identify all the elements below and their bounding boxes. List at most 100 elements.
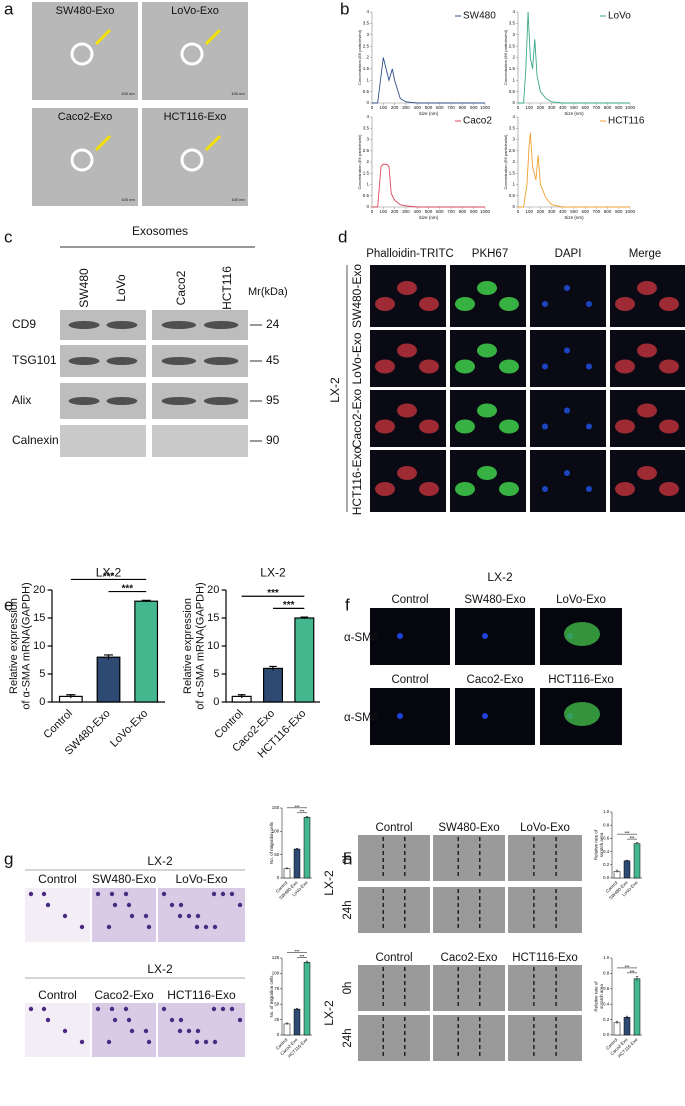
row-label: CD9 (12, 317, 36, 331)
error-bar (615, 869, 619, 873)
cell (143, 913, 149, 919)
significance-label: *** (103, 571, 115, 582)
error-bar (295, 848, 299, 850)
cell (659, 482, 679, 496)
bar (613, 1022, 621, 1036)
lane-label: LoVo (114, 274, 128, 302)
y-tick-label: 4 (366, 9, 369, 14)
y-axis-label: of α-SMA mRNA(GAPDH) (21, 582, 33, 709)
cell (123, 891, 129, 897)
y-tick-label: 1.0 (603, 955, 610, 960)
fluor-image (370, 608, 450, 665)
y-tick-label: 20 (33, 584, 45, 596)
x-tick-label: 800 (459, 105, 467, 110)
row-label: Caco2-Exo (350, 389, 364, 449)
band (203, 397, 239, 405)
cell (212, 1039, 218, 1045)
x-tick-label: 1000 (480, 105, 491, 110)
y-tick-label: 1.5 (509, 170, 516, 175)
y-tick-label: 15 (33, 612, 45, 624)
x-tick-label: 1000 (625, 105, 636, 110)
tem-image (142, 2, 248, 100)
y-tick-label: 150 (272, 805, 280, 810)
y-tick-label: 125 (272, 955, 280, 960)
cell (586, 486, 592, 492)
x-tick-label: 700 (447, 209, 455, 214)
cell (499, 419, 519, 434)
cell (169, 1017, 175, 1023)
y-tick-label: 0.6 (603, 836, 610, 841)
row-label: SW480-Exo (350, 264, 364, 328)
title: LX-2 (147, 962, 173, 976)
x-tick-label: 700 (447, 105, 455, 110)
y-tick-label: 0 (366, 204, 369, 209)
y-tick-label: 3.5 (363, 125, 370, 130)
y-tick-label: 0 (366, 100, 369, 105)
scratch-image (433, 887, 505, 933)
y-axis-label: Relative expression (182, 598, 194, 694)
cell (28, 891, 34, 897)
arrow (94, 134, 112, 152)
y-tick-label: 0.5 (509, 89, 516, 94)
transwell-image (25, 888, 90, 942)
cell (499, 359, 519, 374)
y-tick-label: 2 (366, 159, 369, 164)
cell (143, 1028, 149, 1034)
cell (79, 924, 85, 930)
fluor-image (610, 330, 685, 387)
cell (126, 1017, 132, 1023)
y-tick-label: 100 (272, 971, 280, 976)
y-tick-label: 0.5 (509, 193, 516, 198)
x-tick-label: 500 (570, 105, 578, 110)
y-axis-label: No. of migration cells (269, 975, 274, 1018)
fluor-image (530, 330, 606, 387)
x-axis-label: Size (nm) (419, 111, 439, 116)
significance-label: *** (625, 830, 630, 835)
x-tick-label: 700 (593, 209, 601, 214)
scratch-image (358, 835, 430, 881)
fluor-image (370, 688, 450, 745)
column-header: Caco2-Exo (441, 952, 498, 964)
mr-label: 45 (266, 353, 280, 367)
significance-label: *** (122, 583, 134, 594)
error-bar (237, 694, 246, 699)
cell (229, 1006, 235, 1012)
cell (375, 359, 395, 374)
cell (586, 363, 592, 370)
cell (169, 902, 175, 908)
panel-letter: b (340, 0, 349, 18)
cell (615, 482, 635, 496)
scale-label: 100 nm (121, 91, 135, 96)
nucleus (482, 713, 488, 719)
cell (178, 902, 184, 908)
x-tick-label: 1000 (480, 209, 491, 214)
y-tick-label: 1 (366, 182, 369, 187)
significance-label: *** (625, 964, 630, 969)
time-label: 24h (342, 1028, 354, 1047)
cell (79, 1039, 85, 1045)
panel-letter: c (4, 227, 13, 246)
y-tick-label: 0 (277, 1032, 280, 1037)
scale-label: 100 nm (231, 197, 245, 202)
band (203, 321, 239, 329)
significance-label: *** (300, 953, 305, 958)
y-tick-label: 5 (39, 668, 45, 680)
error-bar (300, 616, 309, 619)
bar (263, 667, 284, 703)
x-tick-label: 600 (581, 209, 589, 214)
vesicle (180, 148, 204, 172)
cell (499, 297, 519, 311)
cell (109, 1006, 115, 1012)
y-axis-label: Concentration (E6 particles/ml) (503, 29, 508, 85)
x-tick-label: 200 (391, 105, 399, 110)
y-tick-label: 3 (366, 32, 369, 37)
error-bar (269, 665, 277, 671)
time-label: 0h (342, 982, 354, 995)
panel-letter: f (345, 595, 350, 614)
line (518, 11, 630, 104)
band (68, 357, 100, 365)
y-tick-label: 2 (366, 55, 369, 60)
cell (637, 343, 657, 358)
scale-label: 100 nm (231, 91, 245, 96)
x-tick-label: 900 (470, 209, 478, 214)
